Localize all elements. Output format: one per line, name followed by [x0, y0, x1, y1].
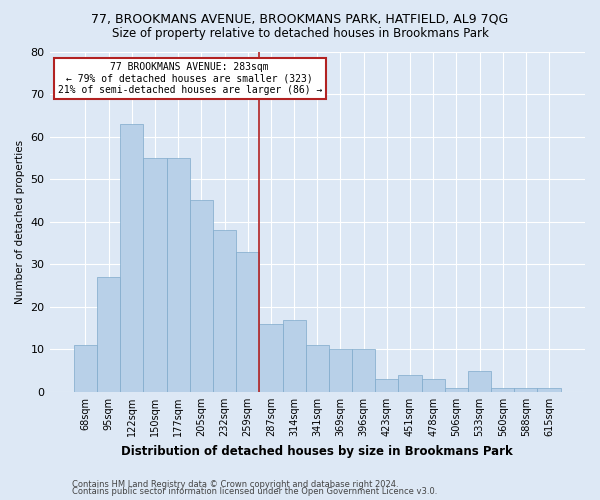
Bar — [445, 388, 468, 392]
Text: Contains public sector information licensed under the Open Government Licence v3: Contains public sector information licen… — [72, 487, 437, 496]
Bar — [305, 345, 329, 392]
Text: 77 BROOKMANS AVENUE: 283sqm
← 79% of detached houses are smaller (323)
21% of se: 77 BROOKMANS AVENUE: 283sqm ← 79% of det… — [58, 62, 322, 96]
Bar — [236, 252, 259, 392]
Bar — [468, 370, 491, 392]
Bar — [422, 379, 445, 392]
Bar — [329, 350, 352, 392]
Bar — [97, 277, 120, 392]
Bar — [398, 375, 422, 392]
Text: Contains HM Land Registry data © Crown copyright and database right 2024.: Contains HM Land Registry data © Crown c… — [72, 480, 398, 489]
Bar — [167, 158, 190, 392]
Bar — [74, 345, 97, 392]
Text: 77, BROOKMANS AVENUE, BROOKMANS PARK, HATFIELD, AL9 7QG: 77, BROOKMANS AVENUE, BROOKMANS PARK, HA… — [91, 12, 509, 26]
Text: Size of property relative to detached houses in Brookmans Park: Size of property relative to detached ho… — [112, 28, 488, 40]
Bar — [538, 388, 560, 392]
Bar — [514, 388, 538, 392]
Bar — [259, 324, 283, 392]
Y-axis label: Number of detached properties: Number of detached properties — [15, 140, 25, 304]
Bar — [375, 379, 398, 392]
Bar — [491, 388, 514, 392]
Bar — [190, 200, 213, 392]
Bar — [143, 158, 167, 392]
Bar — [283, 320, 305, 392]
Bar — [120, 124, 143, 392]
Bar — [213, 230, 236, 392]
X-axis label: Distribution of detached houses by size in Brookmans Park: Distribution of detached houses by size … — [121, 444, 513, 458]
Bar — [352, 350, 375, 392]
